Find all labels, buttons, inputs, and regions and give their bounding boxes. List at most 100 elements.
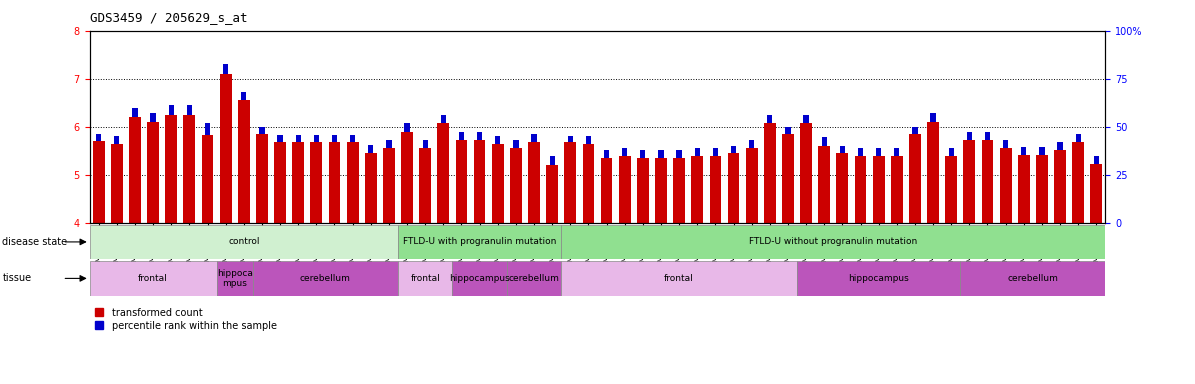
Bar xyxy=(277,136,283,142)
Bar xyxy=(90,225,398,259)
Bar xyxy=(274,142,286,223)
Bar xyxy=(803,115,809,123)
Bar xyxy=(259,127,264,134)
Bar xyxy=(295,136,301,142)
Bar xyxy=(586,136,592,144)
Bar xyxy=(398,261,453,296)
Bar xyxy=(455,140,467,223)
Bar xyxy=(384,148,394,223)
Bar xyxy=(872,156,884,223)
Bar xyxy=(658,150,663,158)
Text: GDS3459 / 205629_s_at: GDS3459 / 205629_s_at xyxy=(90,12,247,25)
Bar xyxy=(694,148,700,157)
Bar xyxy=(332,136,337,142)
Bar xyxy=(510,148,522,223)
Bar xyxy=(858,148,863,156)
Bar xyxy=(423,140,428,148)
Bar xyxy=(710,157,722,223)
Text: frontal: frontal xyxy=(139,274,168,283)
Bar xyxy=(404,123,410,131)
Bar xyxy=(746,148,758,223)
Bar xyxy=(168,105,174,115)
Bar xyxy=(96,134,102,141)
Bar xyxy=(785,127,791,134)
Bar xyxy=(90,261,216,296)
Bar xyxy=(546,165,558,223)
Bar xyxy=(453,261,507,296)
Bar xyxy=(419,148,431,223)
Bar xyxy=(204,123,210,136)
Bar xyxy=(655,158,667,223)
Text: frontal: frontal xyxy=(410,274,440,283)
Text: hippocampus: hippocampus xyxy=(848,274,909,283)
Bar xyxy=(731,146,736,153)
Bar xyxy=(513,140,519,148)
Bar xyxy=(311,142,323,223)
Bar xyxy=(728,153,740,223)
Bar xyxy=(1090,164,1102,223)
Text: FTLD-U without progranulin mutation: FTLD-U without progranulin mutation xyxy=(749,237,918,247)
Bar xyxy=(949,148,954,157)
Bar xyxy=(961,261,1105,296)
Bar xyxy=(133,109,137,117)
Bar xyxy=(223,64,228,74)
Bar xyxy=(797,261,961,296)
Bar xyxy=(782,134,793,223)
Bar xyxy=(582,144,594,223)
Bar xyxy=(364,153,376,223)
Bar xyxy=(532,134,537,142)
Bar xyxy=(147,122,159,223)
Bar xyxy=(111,144,123,223)
Text: disease state: disease state xyxy=(2,237,67,247)
Bar xyxy=(854,156,866,223)
Text: cerebellum: cerebellum xyxy=(509,274,559,283)
Bar xyxy=(603,150,609,158)
Bar xyxy=(945,157,957,223)
Bar xyxy=(492,144,503,223)
Bar xyxy=(1036,155,1048,223)
Bar xyxy=(473,140,485,223)
Bar xyxy=(819,146,831,223)
Bar xyxy=(202,136,214,223)
Bar xyxy=(507,261,562,296)
Bar xyxy=(1040,147,1044,155)
Text: FTLD-U with progranulin mutation: FTLD-U with progranulin mutation xyxy=(403,237,557,247)
Bar xyxy=(241,92,246,100)
Bar xyxy=(692,157,703,223)
Bar xyxy=(129,117,141,223)
Bar xyxy=(550,157,554,165)
Bar xyxy=(528,142,540,223)
Bar xyxy=(676,150,682,158)
Bar xyxy=(115,136,120,144)
Bar xyxy=(216,261,253,296)
Bar xyxy=(822,137,827,146)
Bar xyxy=(1054,150,1066,223)
Bar xyxy=(402,131,413,223)
Bar xyxy=(764,123,776,223)
Bar xyxy=(386,140,392,148)
Bar xyxy=(909,134,921,223)
Text: cerebellum: cerebellum xyxy=(300,274,351,283)
Bar xyxy=(1076,134,1080,142)
Bar xyxy=(220,74,232,223)
Bar xyxy=(981,140,993,223)
Bar xyxy=(564,142,576,223)
Bar xyxy=(1003,140,1009,148)
Bar xyxy=(256,134,268,223)
Bar xyxy=(165,115,177,223)
Bar xyxy=(1000,148,1011,223)
Bar xyxy=(1021,147,1027,155)
Bar xyxy=(253,261,398,296)
Bar xyxy=(967,131,972,140)
Bar xyxy=(437,123,449,223)
Text: hippocampus: hippocampus xyxy=(449,274,510,283)
Bar xyxy=(894,148,900,156)
Bar xyxy=(347,142,358,223)
Bar xyxy=(767,115,772,123)
Bar xyxy=(749,140,754,148)
Bar xyxy=(1093,156,1099,164)
Bar xyxy=(619,156,631,223)
Bar xyxy=(562,225,1105,259)
Legend: transformed count, percentile rank within the sample: transformed count, percentile rank withi… xyxy=(94,308,277,331)
Bar xyxy=(840,146,845,153)
